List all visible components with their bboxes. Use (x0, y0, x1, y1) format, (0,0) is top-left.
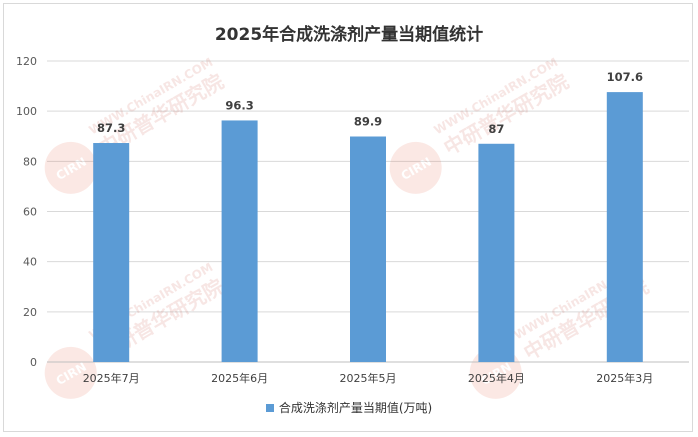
y-tick-label: 60 (23, 206, 37, 219)
watermark-badge (44, 346, 97, 399)
y-tick-label: 0 (30, 356, 37, 369)
data-label: 96.3 (225, 98, 253, 112)
y-tick-label: 120 (16, 55, 37, 68)
y-tick-label: 100 (16, 105, 37, 118)
data-label: 107.6 (607, 70, 643, 84)
x-tick-label: 2025年6月 (211, 371, 268, 385)
bar (478, 143, 515, 362)
bar (606, 92, 643, 362)
y-tick-label: 20 (23, 306, 37, 319)
legend-label: 合成洗涤剂产量当期值(万吨) (278, 401, 433, 415)
x-tick-label: 2025年5月 (340, 371, 397, 385)
watermark-badge (44, 141, 97, 194)
data-label: 87 (488, 122, 504, 136)
data-label: 89.9 (354, 115, 382, 129)
bar (93, 143, 130, 362)
legend: 合成洗涤剂产量当期值(万吨) (0, 399, 698, 416)
chart-title: 2025年合成洗涤剂产量当期值统计 (214, 25, 484, 45)
bars (93, 92, 643, 362)
data-label: 87.3 (97, 121, 125, 135)
y-tick-label: 40 (23, 256, 37, 269)
y-tick-label: 80 (23, 155, 37, 168)
bar (221, 120, 258, 362)
x-tick-label: 2025年7月 (83, 371, 140, 385)
x-tick-label: 2025年3月 (596, 371, 653, 385)
x-tick-label: 2025年4月 (468, 371, 525, 385)
bar (350, 136, 386, 362)
data-labels: 87.3 96.3 89.9 87 107.6 (97, 70, 643, 136)
legend-swatch (265, 403, 274, 412)
watermark-badge (389, 141, 442, 194)
